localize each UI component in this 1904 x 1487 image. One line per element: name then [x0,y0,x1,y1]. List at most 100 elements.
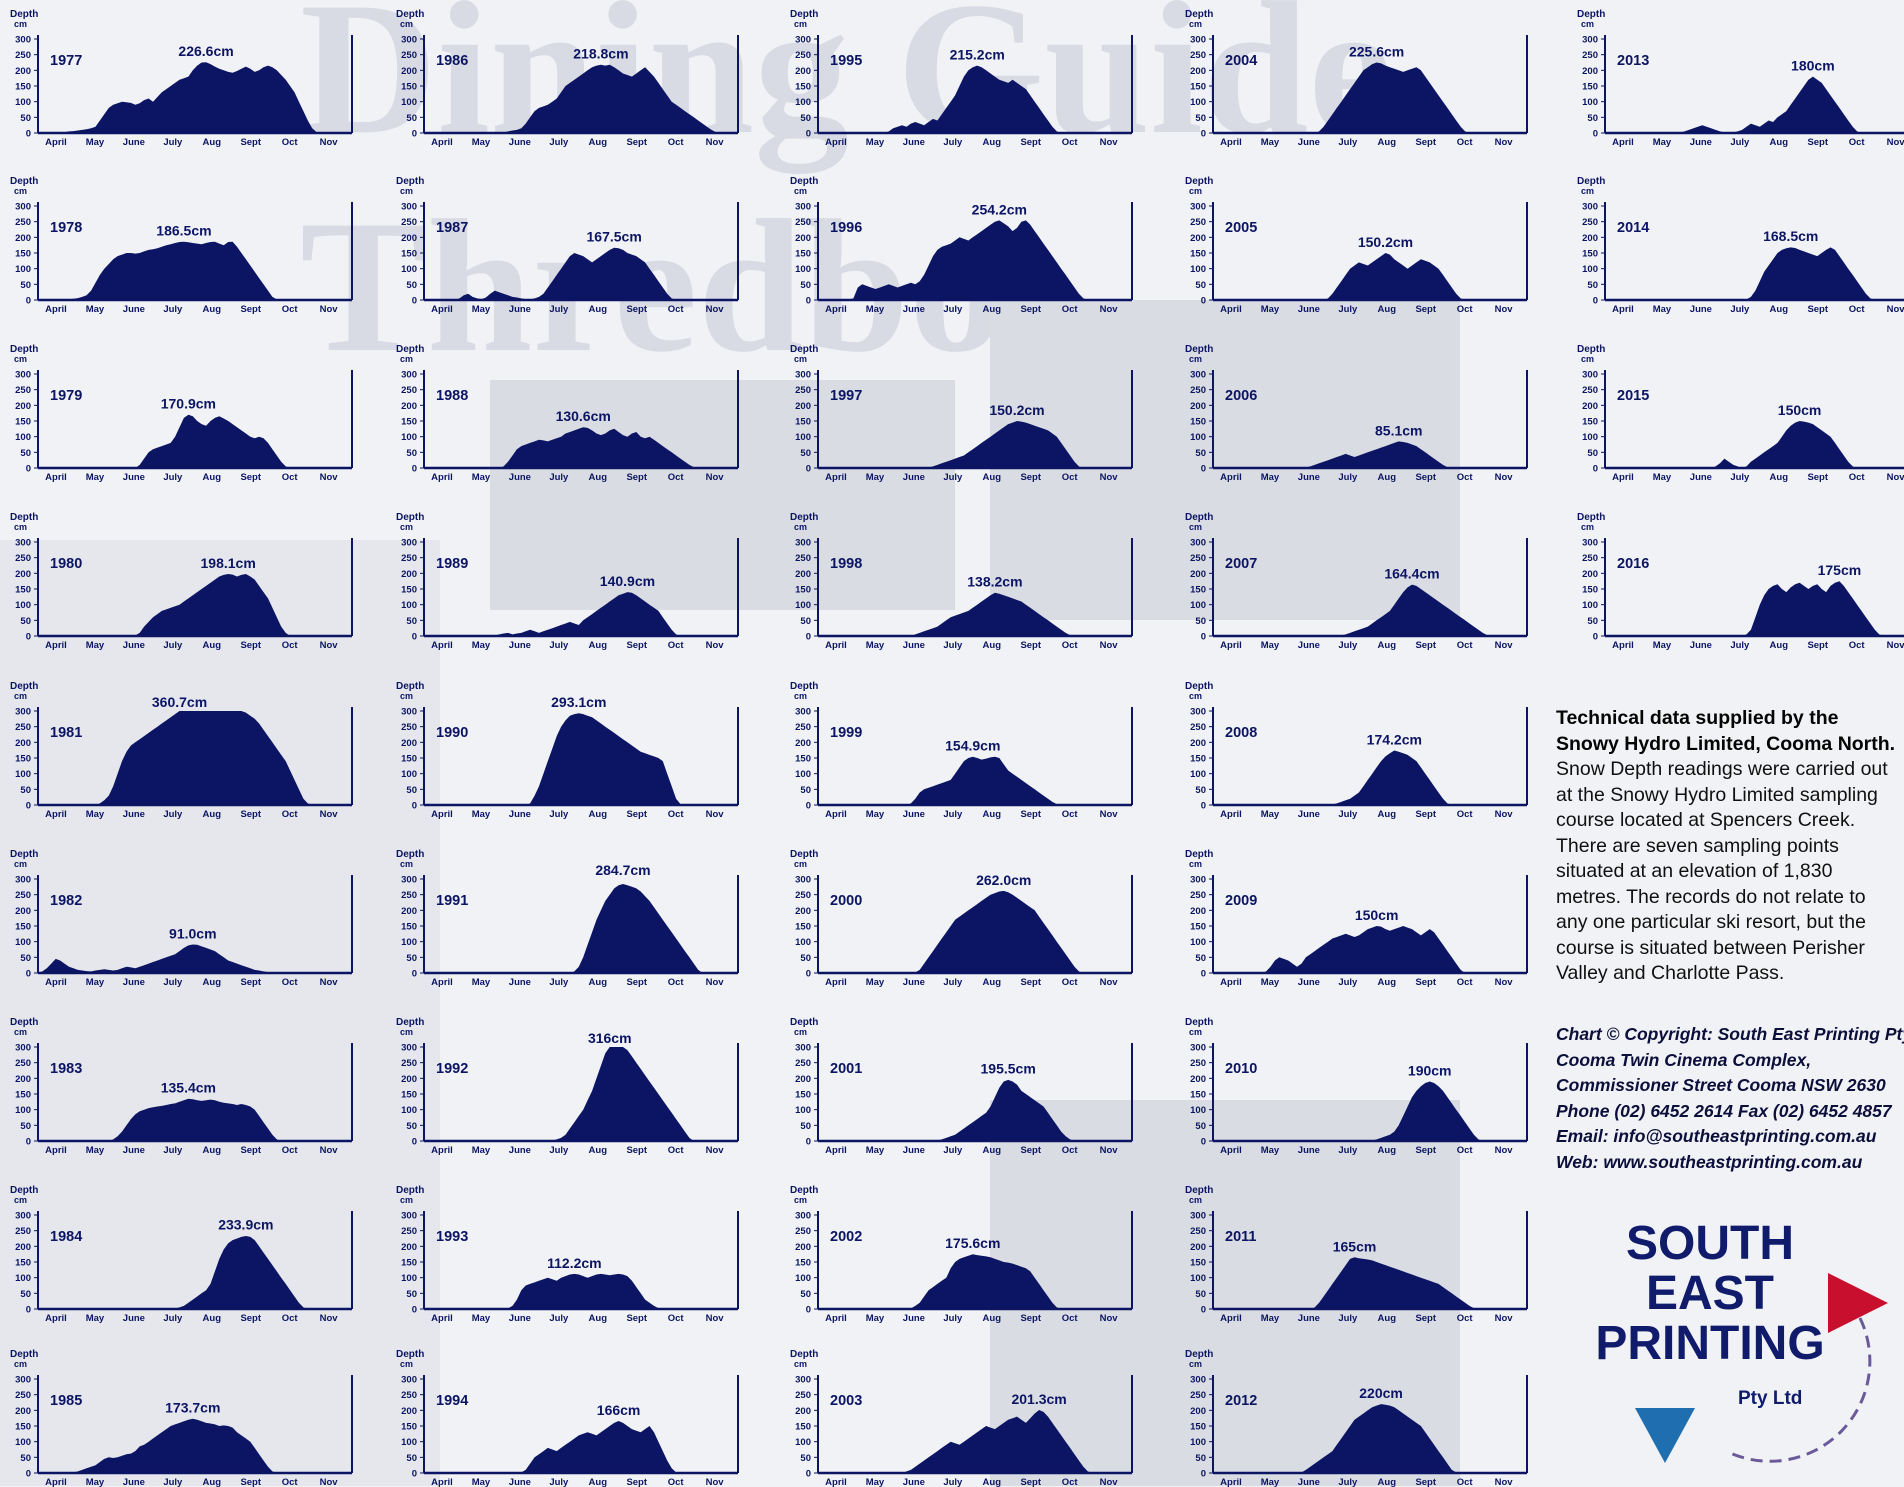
unit-label: cm [14,186,27,196]
month-tick-label: May [86,472,105,483]
y-tick-label: 0 [1201,969,1206,980]
peak-value-label: 262.0cm [976,872,1031,888]
unit-label: cm [1189,522,1202,532]
peak-value-label: 130.6cm [556,408,611,424]
y-tick-label: 200 [401,738,417,749]
month-tick-label: April [1220,137,1242,148]
month-tick-label: Sept [626,472,647,483]
month-tick-label: June [1298,1477,1320,1487]
month-tick-label: July [163,472,183,483]
month-tick-label: Nov [320,640,339,651]
y-tick-label: 200 [401,1406,417,1417]
y-tick-label: 150 [1582,417,1598,428]
unit-label: cm [1189,1195,1202,1205]
y-tick-label: 0 [26,1469,31,1480]
snow-depth-area [424,1273,738,1309]
year-label: 1987 [436,220,468,236]
y-tick-label: 150 [795,1258,811,1269]
month-tick-label: Nov [1100,304,1119,315]
depth-axis-title: Depth [790,176,818,187]
y-tick-label: 250 [1190,385,1206,396]
y-tick-label: 0 [412,1137,417,1148]
y-tick-label: 150 [15,82,31,93]
year-label: 1994 [436,1393,468,1409]
month-tick-label: Oct [1457,1145,1474,1156]
snow-depth-area [1605,76,1904,133]
month-tick-label: Oct [1849,640,1866,651]
month-tick-label: Oct [1457,977,1474,988]
y-tick-label: 150 [15,585,31,596]
y-tick-label: 0 [412,801,417,812]
month-tick-label: Sept [1415,304,1436,315]
y-tick-label: 150 [401,1258,417,1269]
logo-blue-triangle-icon [1635,1408,1695,1463]
y-tick-label: 0 [412,1469,417,1480]
month-tick-label: Oct [1849,137,1866,148]
peak-value-label: 138.2cm [967,574,1022,590]
month-tick-label: April [825,977,847,988]
month-tick-label: June [903,1145,925,1156]
snow-depth-area [424,1047,738,1141]
y-tick-label: 100 [1190,432,1206,443]
month-tick-label: May [866,472,885,483]
month-tick-label: June [1298,640,1320,651]
month-tick-label: July [549,1477,569,1487]
peak-value-label: 190cm [1408,1062,1452,1078]
month-tick-label: April [1612,137,1634,148]
month-tick-label: April [825,304,847,315]
month-tick-label: June [123,472,145,483]
month-tick-label: Sept [240,1313,261,1324]
unit-label: cm [14,1359,27,1369]
month-tick-label: Oct [1457,640,1474,651]
month-tick-label: Sept [240,640,261,651]
month-tick-label: June [509,137,531,148]
month-tick-label: April [1220,977,1242,988]
y-tick-label: 50 [406,953,417,964]
year-label: 1978 [50,220,82,236]
month-tick-label: Oct [1062,472,1079,483]
y-tick-label: 250 [1582,553,1598,564]
month-tick-label: Nov [706,304,725,315]
month-tick-label: June [509,1477,531,1487]
month-tick-label: July [1338,137,1358,148]
y-tick-label: 200 [795,401,811,412]
month-tick-label: Sept [1020,1477,1041,1487]
month-tick-label: June [509,809,531,820]
month-tick-label: May [472,977,491,988]
month-tick-label: Oct [668,1313,685,1324]
y-tick-label: 100 [1190,769,1206,780]
month-tick-label: Oct [1457,472,1474,483]
y-tick-label: 150 [1190,1090,1206,1101]
year-label: 2014 [1617,220,1649,236]
y-tick-label: 100 [401,264,417,275]
month-tick-label: July [163,977,183,988]
y-tick-label: 250 [15,722,31,733]
y-tick-label: 250 [795,553,811,564]
month-tick-label: June [123,640,145,651]
technical-note-body: Snow Depth readings were carried out at … [1556,758,1888,984]
month-tick-label: July [943,1477,963,1487]
depth-axis-title: Depth [10,176,38,187]
snow-depth-area [818,592,1132,636]
unit-label: cm [1189,354,1202,364]
y-tick-label: 200 [795,906,811,917]
snow-depth-area [818,220,1132,300]
y-tick-label: 250 [1190,890,1206,901]
logo-word-printing: PRINTING [1595,1317,1825,1370]
month-tick-label: Aug [1378,1145,1397,1156]
peak-value-label: 293.1cm [551,694,606,710]
snow-depth-area [1213,1404,1527,1473]
month-tick-label: Oct [1849,304,1866,315]
month-tick-label: May [866,304,885,315]
month-tick-label: May [866,977,885,988]
y-tick-label: 100 [15,1105,31,1116]
y-tick-label: 50 [406,113,417,124]
month-tick-label: Aug [983,809,1002,820]
y-tick-label: 250 [1190,1390,1206,1401]
y-tick-label: 300 [1190,370,1206,381]
year-label: 2011 [1225,1229,1256,1245]
y-tick-label: 50 [1587,448,1598,459]
year-label: 1984 [50,1229,82,1245]
